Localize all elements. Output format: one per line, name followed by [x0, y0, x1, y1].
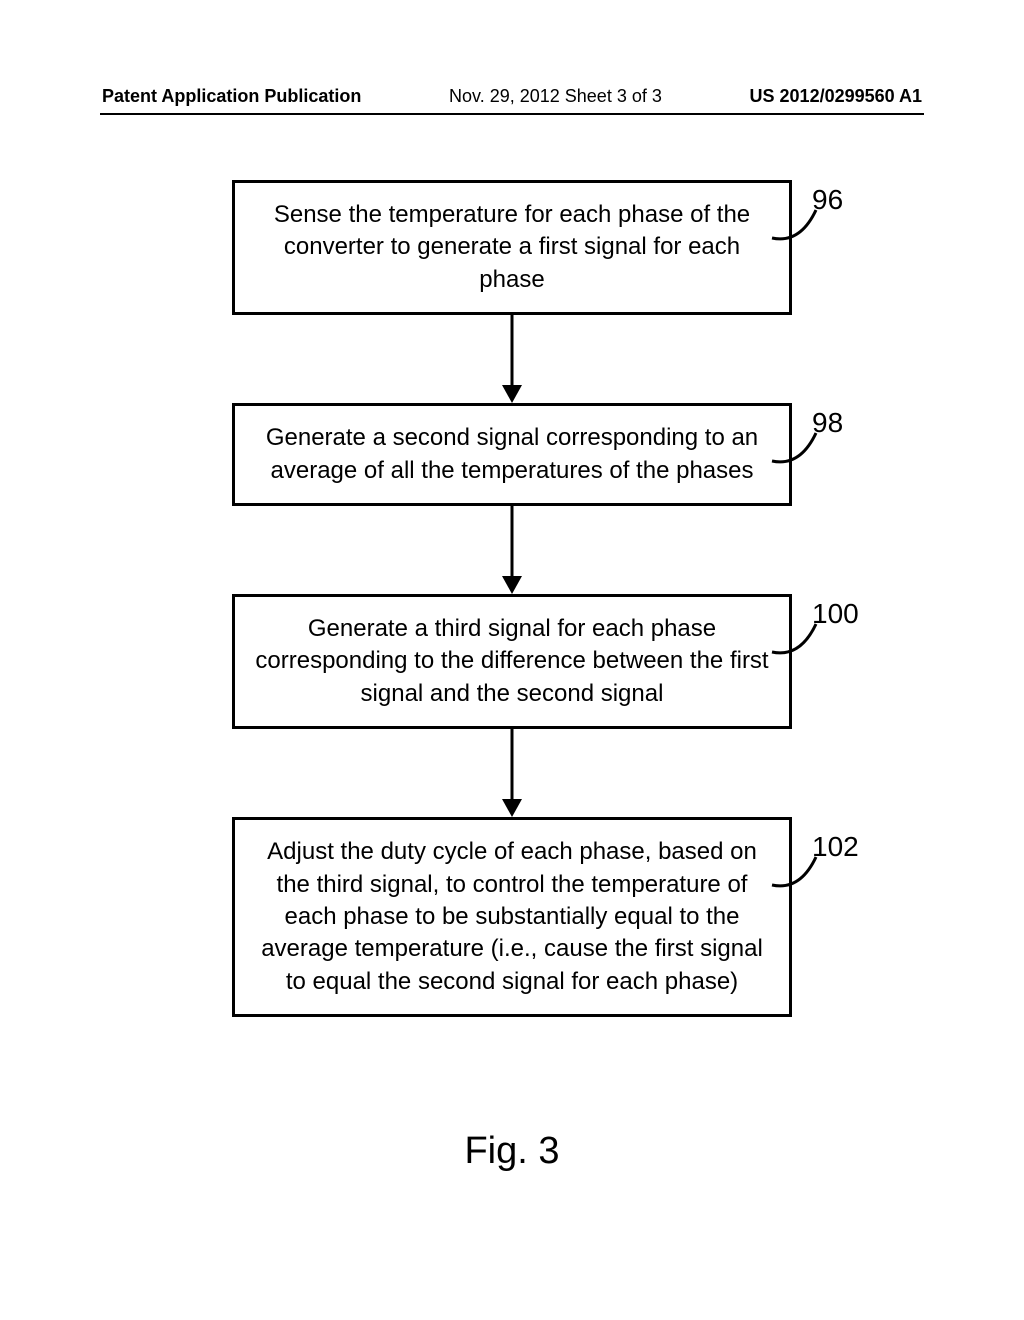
arrow-down-icon — [492, 729, 532, 817]
header-rule — [100, 113, 924, 115]
figure-caption: Fig. 3 — [0, 1130, 1024, 1173]
flow-node-3-row: Generate a third signal for each phase c… — [0, 594, 1024, 729]
header-center: Nov. 29, 2012 Sheet 3 of 3 — [449, 86, 662, 107]
flow-label-2: 98 — [812, 407, 843, 439]
leader-line-icon — [766, 851, 826, 901]
flow-edge-3-4 — [0, 729, 1024, 817]
flow-node-4-row: Adjust the duty cycle of each phase, bas… — [0, 817, 1024, 1017]
flow-node-1: Sense the temperature for each phase of … — [232, 180, 792, 315]
page-header: Patent Application Publication Nov. 29, … — [0, 78, 1024, 115]
flow-node-2: Generate a second signal corresponding t… — [232, 403, 792, 506]
flow-node-4: Adjust the duty cycle of each phase, bas… — [232, 817, 792, 1017]
leader-line-icon — [766, 204, 826, 254]
header-right: US 2012/0299560 A1 — [750, 86, 922, 107]
leader-line-icon — [766, 618, 826, 668]
flow-node-1-row: Sense the temperature for each phase of … — [0, 180, 1024, 315]
flow-node-3: Generate a third signal for each phase c… — [232, 594, 792, 729]
flow-edge-2-3 — [0, 506, 1024, 594]
arrow-down-icon — [492, 506, 532, 594]
arrow-down-icon — [492, 315, 532, 403]
leader-line-icon — [766, 427, 826, 477]
page: Patent Application Publication Nov. 29, … — [0, 0, 1024, 1320]
flow-edge-1-2 — [0, 315, 1024, 403]
flow-label-3: 100 — [812, 598, 859, 630]
flowchart: Sense the temperature for each phase of … — [0, 180, 1024, 1017]
header-left: Patent Application Publication — [102, 86, 361, 107]
flow-label-4: 102 — [812, 831, 859, 863]
flow-label-1: 96 — [812, 184, 843, 216]
header-row: Patent Application Publication Nov. 29, … — [0, 78, 1024, 107]
flow-node-2-row: Generate a second signal corresponding t… — [0, 403, 1024, 506]
